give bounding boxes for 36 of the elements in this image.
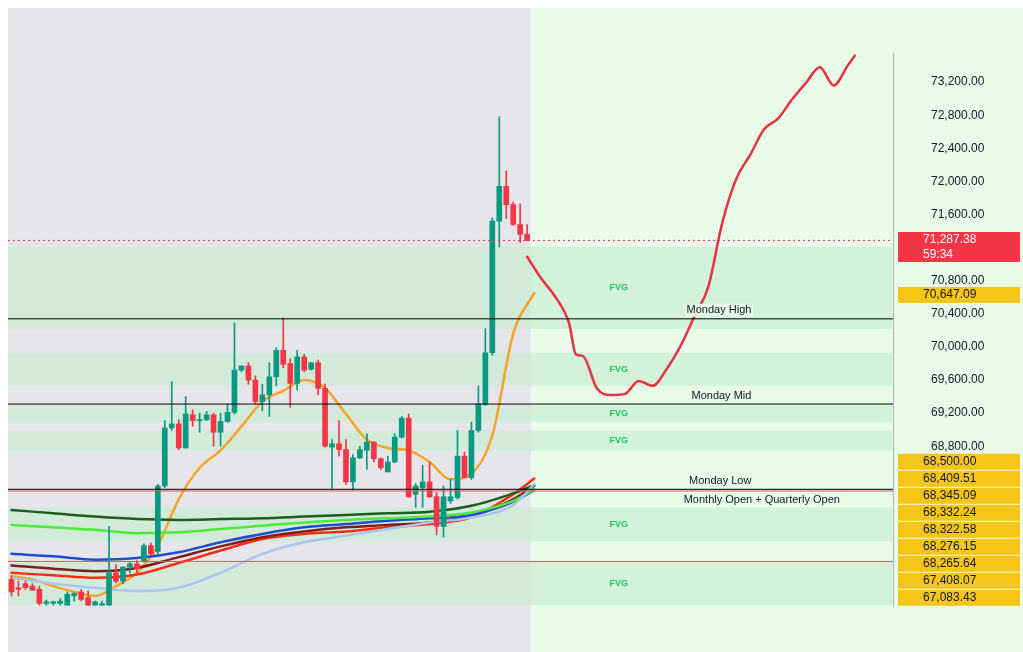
text: 68,500.00 bbox=[923, 454, 977, 469]
y-tick-label: 72,400.00 bbox=[931, 140, 985, 155]
band-label: FVG bbox=[609, 578, 628, 589]
y-tick-label: 69,600.00 bbox=[931, 372, 985, 387]
text: 70,647.09 bbox=[923, 287, 977, 302]
y-tick-label: 69,200.00 bbox=[931, 405, 985, 420]
text: 68,332.24 bbox=[923, 505, 977, 520]
y-tick-label: 72,800.00 bbox=[931, 107, 985, 122]
text: 71,287.38 bbox=[923, 232, 977, 247]
line-series bbox=[10, 488, 536, 535]
line-series bbox=[10, 483, 536, 593]
text: 68,276.15 bbox=[923, 539, 977, 554]
y-tick-label: 68,800.00 bbox=[931, 438, 985, 453]
text: 67,083.43 bbox=[923, 590, 977, 605]
ref-line-label: Monthly Open + Quarterly Open bbox=[683, 493, 840, 506]
candlestick bbox=[329, 439, 335, 489]
text: 59:34 bbox=[923, 247, 954, 262]
ref-line-label: Monday Low bbox=[689, 473, 752, 486]
band-label: FVG bbox=[609, 363, 628, 374]
y-tick-label: 70,800.00 bbox=[931, 273, 985, 288]
band-label: FVG bbox=[609, 518, 628, 529]
text: 68,409.51 bbox=[923, 471, 977, 486]
band-label: FVG bbox=[609, 408, 628, 419]
text: 68,345.09 bbox=[923, 488, 977, 503]
text: 68,265.64 bbox=[923, 556, 977, 571]
ref-line-label: Monday Mid bbox=[691, 388, 752, 401]
y-tick-label: 70,400.00 bbox=[931, 306, 985, 321]
y-tick-label: 70,000.00 bbox=[931, 339, 985, 354]
y-tick-label: 72,000.00 bbox=[931, 173, 985, 188]
band-label: FVG bbox=[609, 282, 628, 293]
text: 67,408.07 bbox=[923, 573, 977, 588]
y-tick-label: 73,200.00 bbox=[931, 74, 985, 89]
ref-line-label: Monday High bbox=[686, 303, 752, 316]
text: 68,322.58 bbox=[923, 522, 977, 537]
band-label: FVG bbox=[609, 434, 628, 445]
y-tick-label: 71,600.00 bbox=[931, 206, 985, 221]
